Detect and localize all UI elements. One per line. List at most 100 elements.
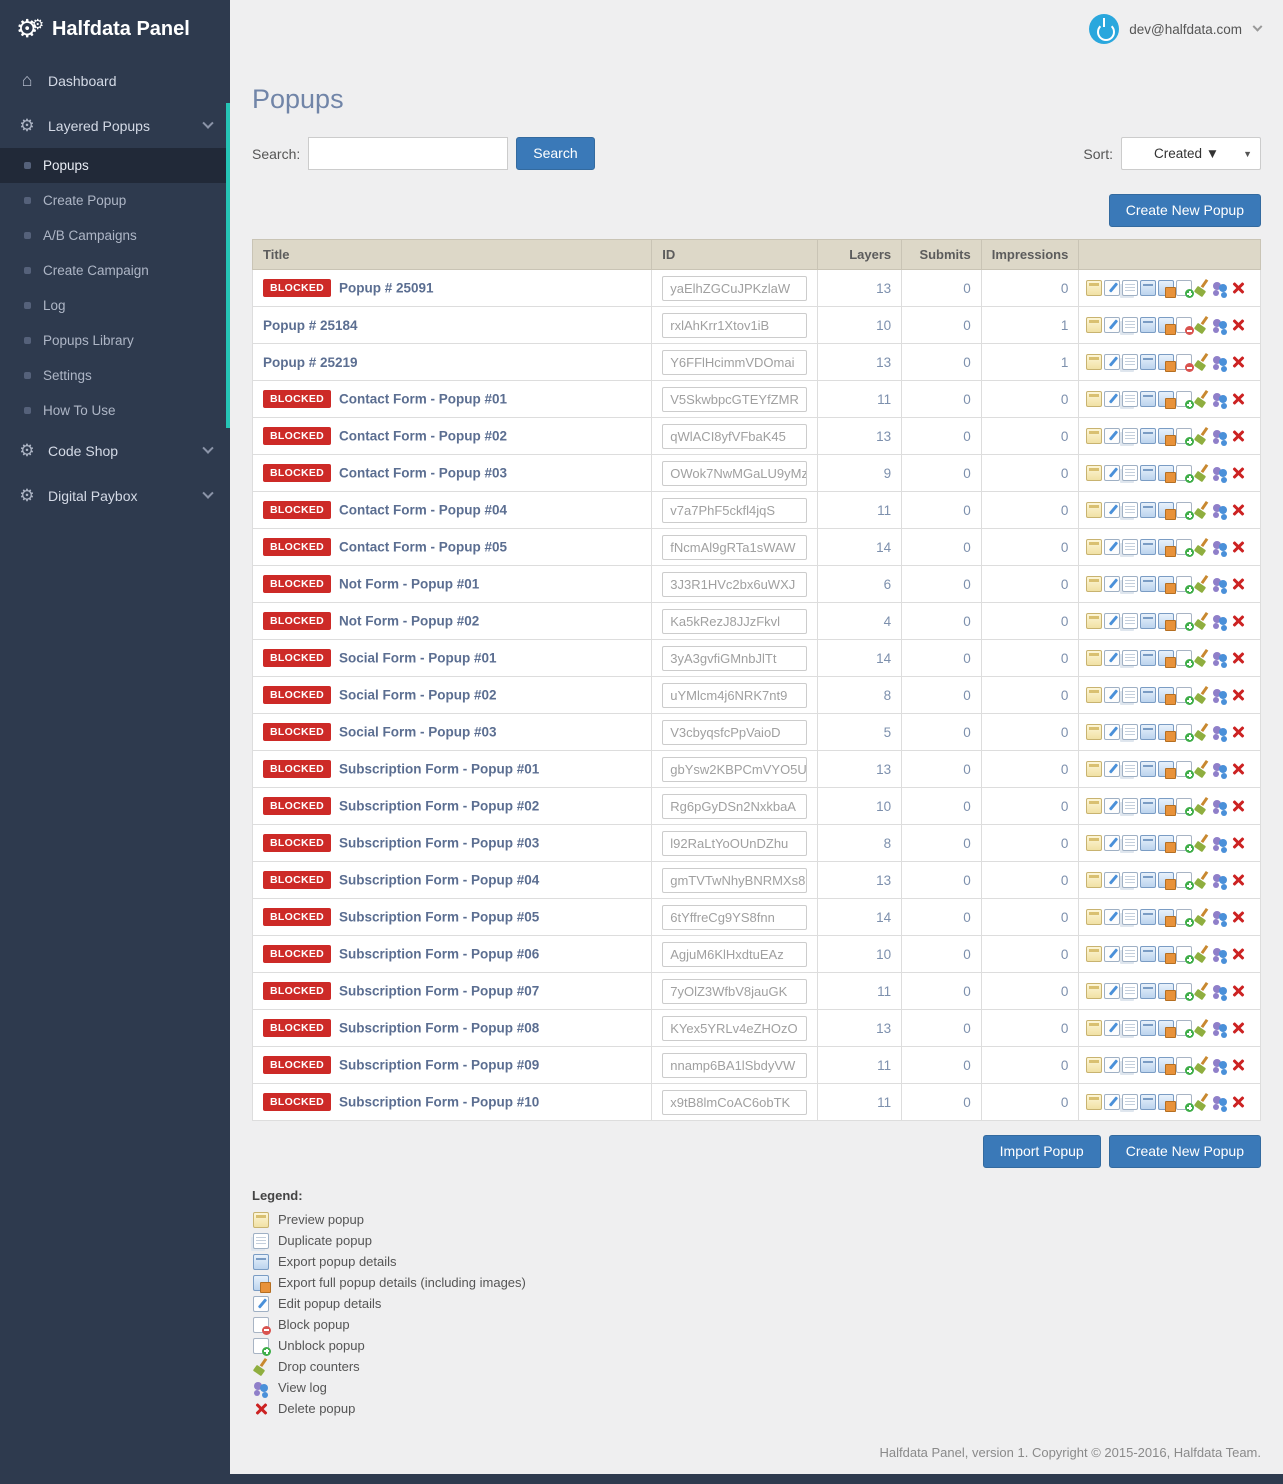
log-popup-icon[interactable]	[1212, 1057, 1228, 1073]
duplicate-popup-icon[interactable]	[1122, 687, 1139, 704]
log-popup-icon[interactable]	[1212, 539, 1228, 555]
unblock-popup-icon[interactable]	[1176, 798, 1195, 817]
sidebar-item-settings[interactable]: Settings	[0, 358, 230, 393]
edit-popup-icon[interactable]	[1104, 1094, 1121, 1111]
popup-id-box[interactable]: 7yOlZ3WfbV8jauGK	[662, 978, 808, 1004]
drop-popup-icon[interactable]	[1194, 576, 1210, 592]
export-full-popup-icon[interactable]	[1158, 872, 1177, 891]
preview-popup-icon[interactable]	[1086, 909, 1103, 926]
popup-id-box[interactable]: KYex5YRLv4eZHOzO	[662, 1015, 808, 1041]
unblock-popup-icon[interactable]	[1176, 687, 1195, 706]
edit-popup-icon[interactable]	[1104, 280, 1121, 297]
unblock-popup-icon[interactable]	[1176, 909, 1195, 928]
duplicate-popup-icon[interactable]	[1122, 650, 1139, 667]
export-full-popup-icon[interactable]	[1158, 280, 1177, 299]
duplicate-popup-icon[interactable]	[1122, 724, 1139, 741]
preview-popup-icon[interactable]	[1086, 317, 1103, 334]
export-popup-icon[interactable]	[1140, 650, 1157, 667]
sidebar-item-layered-popups[interactable]: Layered Popups	[0, 103, 230, 148]
popup-id-box[interactable]: gbYsw2KBPCmVYO5U	[662, 756, 808, 782]
popup-id-box[interactable]: rxlAhKrr1Xtov1iB	[662, 312, 808, 338]
popup-id-box[interactable]: V5SkwbpcGTEYfZMR	[662, 386, 808, 412]
popup-id-box[interactable]: yaElhZGCuJPKzlaW	[662, 275, 808, 301]
duplicate-popup-icon[interactable]	[1122, 1094, 1139, 1111]
export-popup-icon[interactable]	[1140, 724, 1157, 741]
log-popup-icon[interactable]	[1212, 761, 1228, 777]
edit-popup-icon[interactable]	[1104, 650, 1121, 667]
preview-popup-icon[interactable]	[1086, 280, 1103, 297]
preview-popup-icon[interactable]	[1086, 576, 1103, 593]
preview-popup-icon[interactable]	[1086, 1020, 1103, 1037]
create-new-popup-button-top[interactable]: Create New Popup	[1108, 194, 1261, 227]
export-popup-icon[interactable]	[1140, 428, 1157, 445]
log-popup-icon[interactable]	[1212, 835, 1228, 851]
export-full-popup-icon[interactable]	[1158, 502, 1177, 521]
drop-popup-icon[interactable]	[1194, 1057, 1210, 1073]
export-full-popup-icon[interactable]	[1158, 539, 1177, 558]
export-popup-icon[interactable]	[1140, 1094, 1157, 1111]
duplicate-popup-icon[interactable]	[1122, 909, 1139, 926]
duplicate-popup-icon[interactable]	[1122, 391, 1139, 408]
preview-popup-icon[interactable]	[1086, 798, 1103, 815]
drop-popup-icon[interactable]	[1194, 724, 1210, 740]
log-popup-icon[interactable]	[1212, 465, 1228, 481]
delete-popup-icon[interactable]	[1230, 687, 1246, 703]
preview-popup-icon[interactable]	[1086, 613, 1103, 630]
export-full-popup-icon[interactable]	[1158, 1057, 1177, 1076]
edit-popup-icon[interactable]	[1104, 835, 1121, 852]
edit-popup-icon[interactable]	[1104, 761, 1121, 778]
export-full-popup-icon[interactable]	[1158, 946, 1177, 965]
preview-popup-icon[interactable]	[1086, 502, 1103, 519]
duplicate-popup-icon[interactable]	[1122, 428, 1139, 445]
drop-popup-icon[interactable]	[1194, 539, 1210, 555]
export-full-popup-icon[interactable]	[1158, 798, 1177, 817]
delete-popup-icon[interactable]	[1230, 798, 1246, 814]
block-popup-icon[interactable]	[1176, 354, 1195, 373]
popup-id-box[interactable]: 3J3R1HVc2bx6uWXJ	[662, 571, 808, 597]
duplicate-popup-icon[interactable]	[1122, 502, 1139, 519]
preview-popup-icon[interactable]	[1086, 835, 1103, 852]
preview-popup-icon[interactable]	[1086, 687, 1103, 704]
unblock-popup-icon[interactable]	[1176, 280, 1195, 299]
log-popup-icon[interactable]	[1212, 391, 1228, 407]
edit-popup-icon[interactable]	[1104, 465, 1121, 482]
sidebar-item-code-shop[interactable]: Code Shop	[0, 428, 230, 473]
export-full-popup-icon[interactable]	[1158, 1020, 1177, 1039]
preview-popup-icon[interactable]	[1086, 946, 1103, 963]
edit-popup-icon[interactable]	[1104, 798, 1121, 815]
log-popup-icon[interactable]	[1212, 687, 1228, 703]
unblock-popup-icon[interactable]	[1176, 1094, 1195, 1113]
popup-id-box[interactable]: OWok7NwMGaLU9yMz	[662, 460, 808, 486]
search-button[interactable]: Search	[516, 137, 595, 170]
log-popup-icon[interactable]	[1212, 317, 1228, 333]
preview-popup-icon[interactable]	[1086, 983, 1103, 1000]
log-popup-icon[interactable]	[1212, 1020, 1228, 1036]
duplicate-popup-icon[interactable]	[1122, 576, 1139, 593]
export-full-popup-icon[interactable]	[1158, 613, 1177, 632]
preview-popup-icon[interactable]	[1086, 391, 1103, 408]
duplicate-popup-icon[interactable]	[1122, 1057, 1139, 1074]
edit-popup-icon[interactable]	[1104, 724, 1121, 741]
drop-popup-icon[interactable]	[1194, 650, 1210, 666]
duplicate-popup-icon[interactable]	[1122, 761, 1139, 778]
delete-popup-icon[interactable]	[1230, 872, 1246, 888]
export-full-popup-icon[interactable]	[1158, 835, 1177, 854]
preview-popup-icon[interactable]	[1086, 1094, 1103, 1111]
log-popup-icon[interactable]	[1212, 428, 1228, 444]
drop-popup-icon[interactable]	[1194, 872, 1210, 888]
edit-popup-icon[interactable]	[1104, 909, 1121, 926]
block-popup-icon[interactable]	[1176, 317, 1195, 336]
log-popup-icon[interactable]	[1212, 502, 1228, 518]
preview-popup-icon[interactable]	[1086, 539, 1103, 556]
edit-popup-icon[interactable]	[1104, 613, 1121, 630]
delete-popup-icon[interactable]	[1230, 909, 1246, 925]
delete-popup-icon[interactable]	[1230, 946, 1246, 962]
sidebar-item-how-to-use[interactable]: How To Use	[0, 393, 230, 428]
log-popup-icon[interactable]	[1212, 724, 1228, 740]
duplicate-popup-icon[interactable]	[1122, 983, 1139, 1000]
export-full-popup-icon[interactable]	[1158, 428, 1177, 447]
delete-popup-icon[interactable]	[1230, 1020, 1246, 1036]
drop-popup-icon[interactable]	[1194, 465, 1210, 481]
delete-popup-icon[interactable]	[1230, 465, 1246, 481]
export-popup-icon[interactable]	[1140, 539, 1157, 556]
